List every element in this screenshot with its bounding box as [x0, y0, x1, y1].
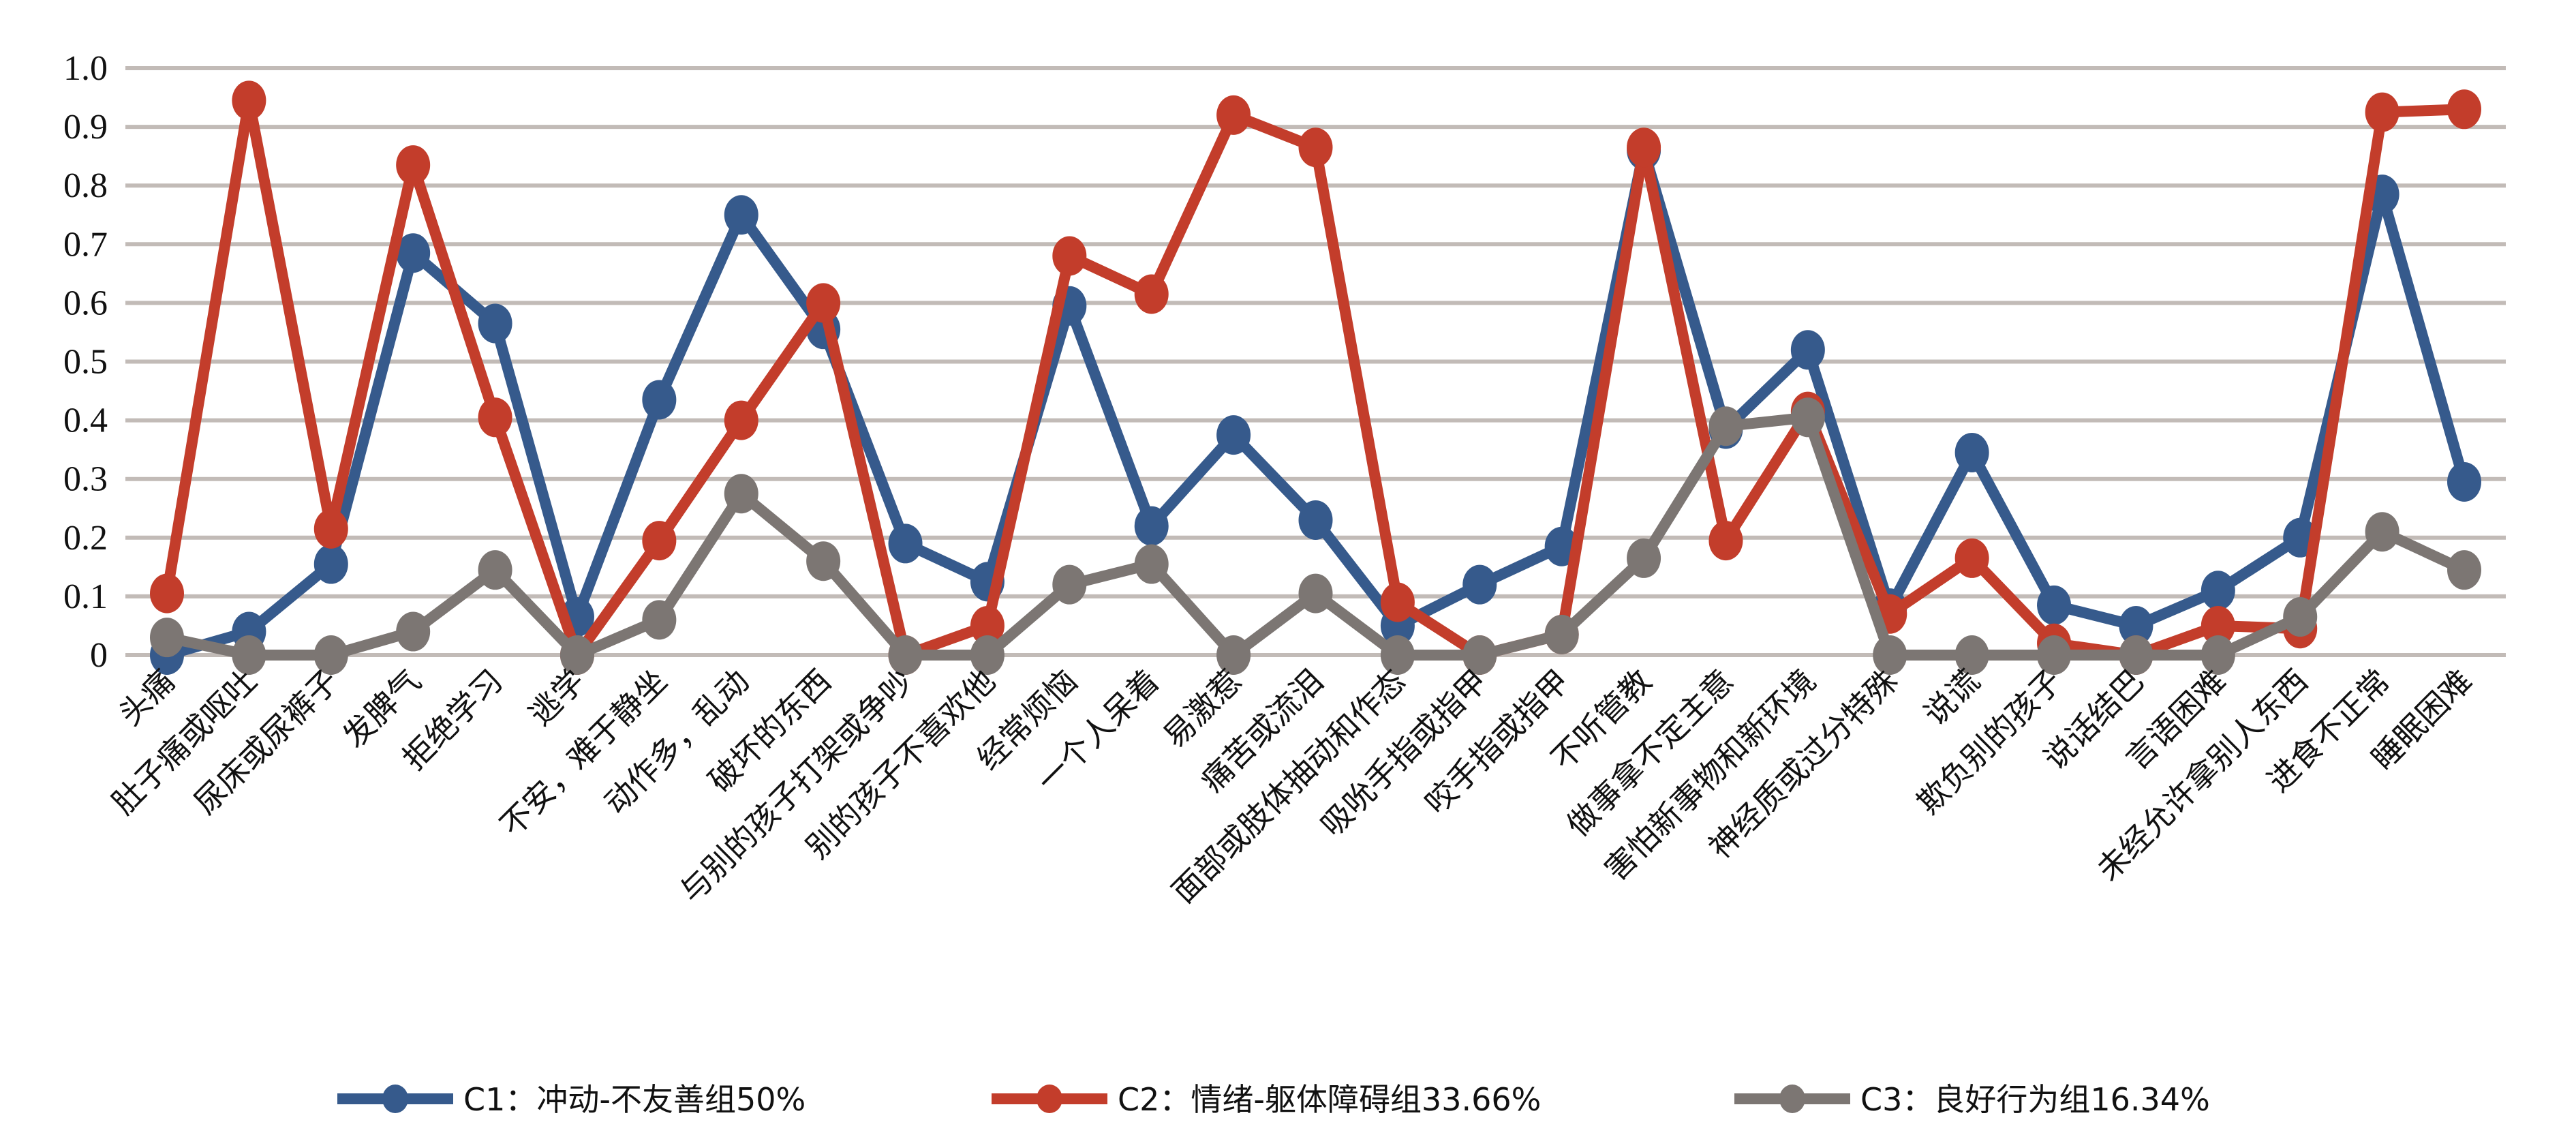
data-point: [1708, 521, 1743, 561]
data-point: [1380, 582, 1415, 622]
data-point: [642, 600, 677, 640]
data-point: [150, 618, 184, 658]
data-point: [2283, 597, 2318, 637]
data-point: [2447, 550, 2481, 590]
data-point: [2201, 605, 2235, 646]
legend-label: C1：冲动-不友善组50%: [463, 1081, 806, 1118]
y-tick-label: 1.0: [63, 49, 108, 88]
data-point: [1954, 432, 1989, 472]
y-tick-label: 0.7: [63, 225, 108, 264]
data-point: [1627, 538, 1661, 578]
data-point: [1052, 564, 1087, 605]
data-point: [2447, 462, 2481, 502]
data-point: [2119, 635, 2153, 675]
data-point: [1216, 635, 1251, 675]
series-3: [150, 397, 2481, 675]
data-point: [396, 145, 431, 185]
data-point: [806, 541, 841, 581]
data-point: [2201, 635, 2235, 675]
y-tick-label: 0.6: [63, 284, 108, 322]
series-lines: [150, 80, 2481, 675]
data-point: [642, 521, 677, 561]
data-point: [1216, 415, 1251, 455]
data-point: [1134, 274, 1169, 314]
data-point: [1954, 635, 1989, 675]
data-point: [1627, 127, 1661, 168]
data-point: [1790, 330, 1825, 370]
data-point: [396, 611, 431, 652]
data-point: [970, 605, 1005, 646]
data-point: [396, 233, 431, 273]
data-point: [478, 397, 512, 438]
data-point: [232, 80, 266, 121]
data-point: [559, 635, 594, 675]
data-point: [1298, 127, 1333, 168]
legend-marker: [382, 1085, 408, 1113]
data-point: [478, 303, 512, 344]
data-point: [888, 635, 923, 675]
data-point: [642, 380, 677, 420]
legend-marker: [1037, 1085, 1062, 1113]
data-point: [1380, 635, 1415, 675]
data-point: [2201, 571, 2235, 611]
data-point: [1462, 564, 1497, 605]
data-point: [2365, 92, 2399, 132]
data-point: [970, 635, 1005, 675]
y-axis-ticks: 0 0.1 0.2 0.3 0.4 0.5 0.6 0.7 0.8 0.9 1.0: [63, 49, 108, 675]
y-tick-label: 0.8: [63, 166, 108, 205]
data-point: [478, 550, 512, 590]
legend-label: C3：良好行为组16.34%: [1860, 1081, 2210, 1118]
data-point: [313, 509, 348, 549]
y-tick-label: 0.2: [63, 519, 108, 558]
y-tick-label: 0.9: [63, 108, 108, 147]
legend-item-3: C3：良好行为组16.34%: [1734, 1081, 2210, 1118]
data-point: [1134, 506, 1169, 546]
data-point: [1216, 95, 1251, 135]
legend-item-2: C2：情绪-躯体障碍组33.66%: [992, 1081, 1541, 1118]
data-point: [724, 400, 758, 440]
data-point: [2365, 512, 2399, 552]
data-point: [232, 635, 266, 675]
data-point: [1134, 544, 1169, 584]
data-point: [2037, 635, 2072, 675]
data-point: [806, 283, 841, 323]
data-point: [2037, 585, 2072, 625]
x-tick-label: 尿床或尿裤子: [187, 663, 346, 821]
data-point: [1708, 406, 1743, 446]
data-point: [724, 195, 758, 235]
data-point: [2447, 89, 2481, 130]
data-point: [888, 524, 923, 564]
data-point: [1298, 500, 1333, 540]
y-tick-label: 0.5: [63, 343, 108, 382]
y-tick-label: 0.4: [63, 401, 108, 440]
legend: C1：冲动-不友善组50% C2：情绪-躯体障碍组33.66% C3：良好行为组16…: [337, 1081, 2210, 1118]
data-point: [1052, 236, 1087, 276]
data-point: [150, 573, 184, 613]
data-point: [1462, 635, 1497, 675]
data-point: [313, 544, 348, 584]
data-point: [1544, 614, 1579, 654]
data-point: [2119, 605, 2153, 646]
data-point: [1298, 573, 1333, 613]
legend-item-1: C1：冲动-不友善组50%: [337, 1081, 806, 1118]
data-point: [313, 635, 348, 675]
data-point: [1873, 635, 1907, 675]
data-point: [1790, 397, 1825, 438]
y-tick-label: 0.3: [63, 460, 108, 499]
legend-label: C2：情绪-躯体障碍组33.66%: [1118, 1081, 1541, 1118]
legend-marker: [1779, 1085, 1805, 1113]
y-tick-label: 0.1: [63, 577, 108, 616]
data-point: [1954, 538, 1989, 578]
y-tick-label: 0: [90, 636, 108, 675]
data-point: [724, 474, 758, 514]
